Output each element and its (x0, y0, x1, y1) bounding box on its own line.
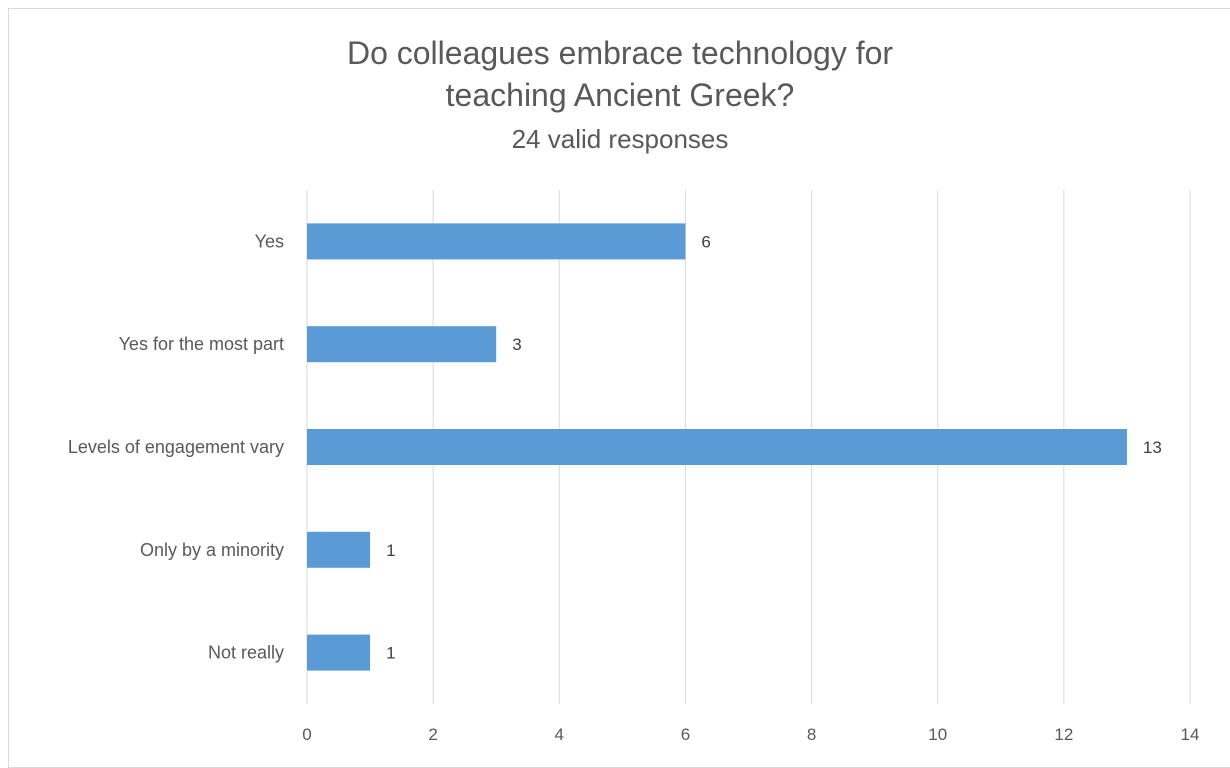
chart-frame (8, 8, 1230, 768)
category-label-0: Yes (255, 231, 284, 251)
category-label-2: Levels of engagement vary (68, 437, 284, 457)
chart-subtitle: 24 valid responses (511, 124, 729, 154)
bar-4 (307, 634, 371, 671)
chart-title-line-2: teaching Ancient Greek? (445, 77, 795, 113)
x-tick-label-14: 14 (1181, 725, 1200, 744)
x-tick-label-8: 8 (807, 725, 816, 744)
category-label-3: Only by a minority (140, 540, 284, 560)
x-tick-label-4: 4 (555, 725, 564, 744)
data-label-1: 3 (512, 335, 521, 354)
bar-3 (307, 531, 371, 568)
bar-1 (307, 326, 497, 363)
x-tick-label-2: 2 (428, 725, 437, 744)
category-label-4: Not really (208, 643, 284, 663)
data-label-4: 1 (386, 644, 395, 663)
x-tick-label-0: 0 (302, 725, 311, 744)
bar-2 (307, 429, 1127, 465)
category-label-1: Yes for the most part (119, 334, 284, 354)
x-tick-label-10: 10 (928, 725, 947, 744)
data-label-0: 6 (701, 232, 710, 251)
x-tick-label-12: 12 (1054, 725, 1073, 744)
data-label-2: 13 (1143, 438, 1162, 457)
x-tick-label-6: 6 (681, 725, 690, 744)
bar-0 (307, 223, 686, 260)
chart-title-line-1: Do colleagues embrace technology for (346, 35, 894, 71)
data-label-3: 1 (386, 541, 395, 560)
